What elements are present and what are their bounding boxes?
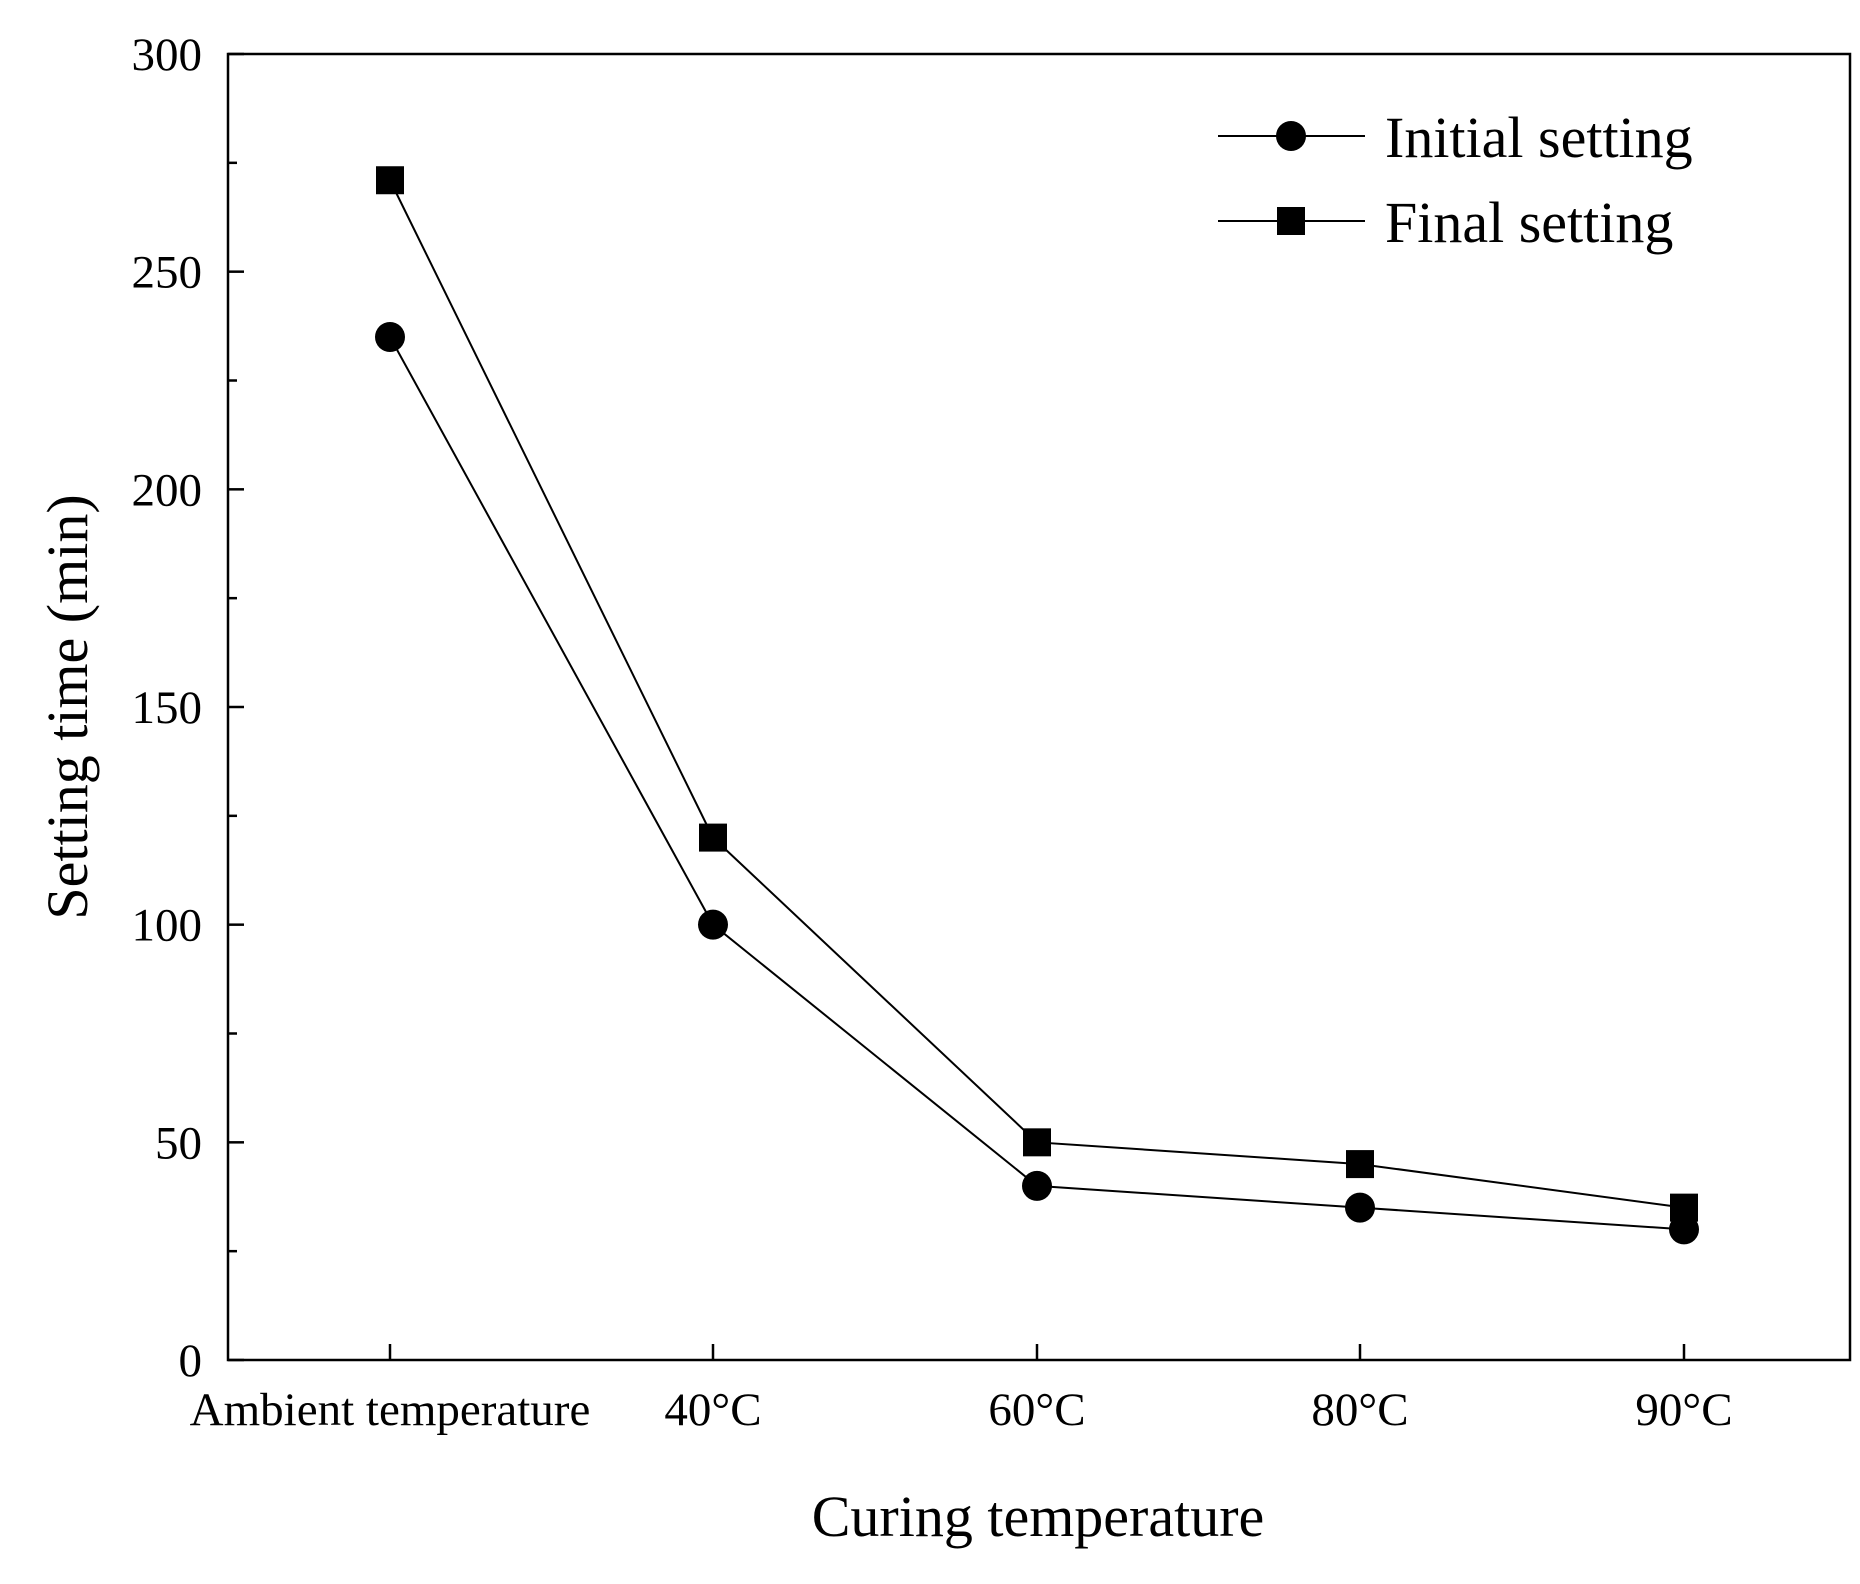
y-tick-label: 50 — [155, 1117, 202, 1169]
y-tick-label: 200 — [132, 464, 203, 516]
y-tick-label: 0 — [179, 1335, 203, 1387]
legend-circle-marker — [1276, 121, 1306, 151]
final-setting-point — [1346, 1150, 1374, 1179]
y-axis-title: Setting time (min) — [35, 494, 100, 919]
legend-label: Initial setting — [1385, 105, 1693, 170]
y-tick-label: 150 — [132, 682, 203, 734]
initial-setting-point — [1345, 1192, 1375, 1223]
legend-label: Final setting — [1385, 190, 1673, 255]
y-axis: 0 50 100 150 200 250 300 — [132, 29, 244, 1387]
y-tick-label: 250 — [132, 247, 203, 299]
final-setting-point — [1023, 1128, 1051, 1157]
x-axis: Ambient temperature 40°C 60°C 80°C 90°C — [190, 1344, 1733, 1436]
initial-setting-point — [375, 321, 405, 352]
x-tick-label: 80°C — [1311, 1384, 1408, 1436]
final-setting-point — [1670, 1193, 1698, 1222]
x-tick-label: 60°C — [988, 1384, 1085, 1436]
final-setting-point — [376, 166, 404, 195]
initial-setting-point — [1022, 1170, 1052, 1201]
series-line-final-setting — [389, 179, 1685, 1209]
x-tick-label: 90°C — [1635, 1384, 1732, 1436]
final-setting-point — [699, 823, 727, 852]
x-tick-label: 40°C — [664, 1384, 761, 1436]
y-tick-label: 100 — [132, 900, 203, 952]
x-axis-title: Curing temperature — [812, 1484, 1265, 1549]
x-tick-label: Ambient temperature — [190, 1384, 591, 1436]
initial-setting-point — [1669, 1214, 1699, 1245]
y-tick-label: 300 — [132, 29, 203, 81]
initial-setting-point — [698, 909, 728, 940]
series-line-initial-setting — [389, 336, 1685, 1231]
legend-square-marker — [1277, 207, 1305, 235]
series-layer — [375, 166, 1699, 1245]
legend: Initial setting Final setting — [1218, 105, 1693, 255]
